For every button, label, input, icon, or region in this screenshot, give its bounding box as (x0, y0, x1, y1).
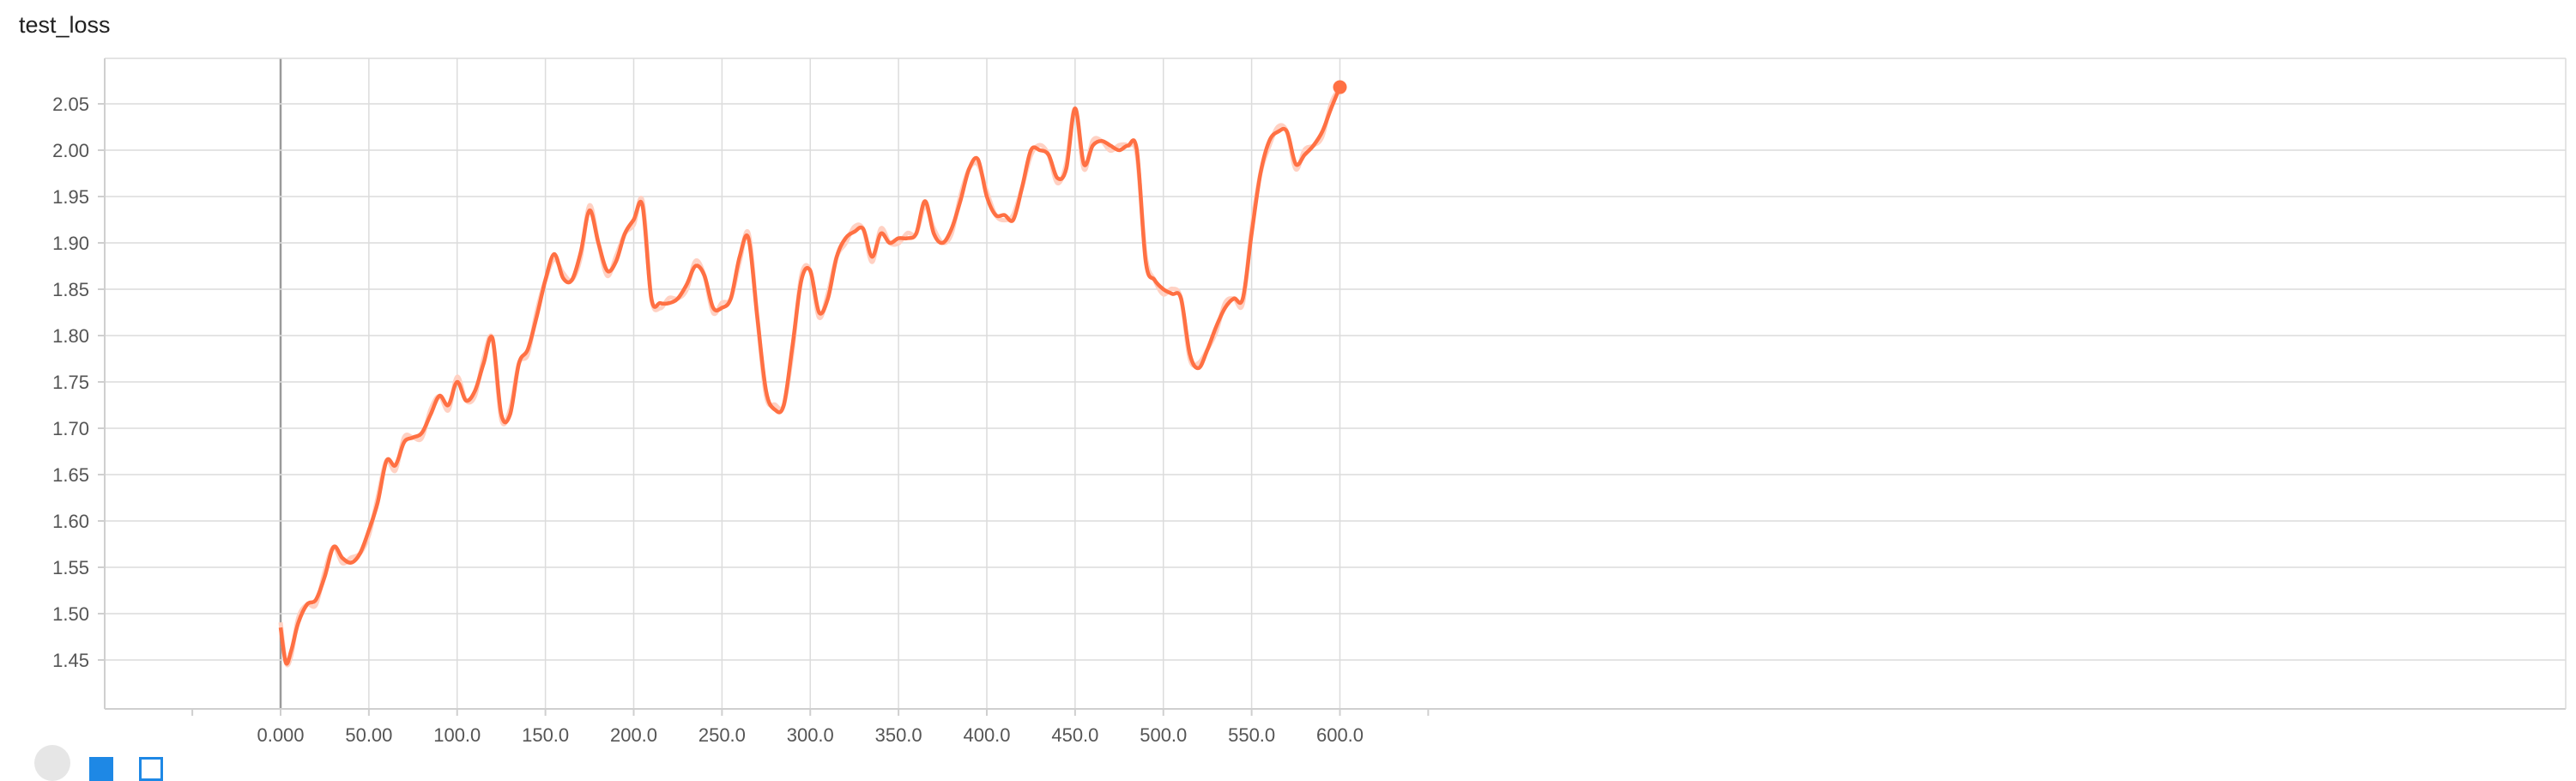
grid (105, 58, 2566, 709)
y-tick-label: 1.70 (52, 418, 89, 439)
x-tick-label: 0.000 (257, 724, 304, 746)
expand-icon[interactable] (34, 745, 70, 781)
x-tick-label: 200.0 (610, 724, 657, 746)
y-tick-label: 1.55 (52, 557, 89, 578)
y-tick-label: 1.95 (52, 186, 89, 208)
y-tick-label: 1.85 (52, 279, 89, 300)
x-tick-label: 500.0 (1140, 724, 1187, 746)
y-tick-label: 1.60 (52, 511, 89, 532)
x-tick-label: 600.0 (1316, 724, 1364, 746)
y-tick-label: 1.75 (52, 372, 89, 393)
y-tick-labels: 1.45 1.50 1.55 1.60 1.65 1.70 1.75 1.80 1.85 1.90… (52, 94, 89, 671)
x-tick-label: 300.0 (787, 724, 834, 746)
x-tick-labels: 0.000 50.00 100.0 150.0 200.0 250.0 300.0 350.0… (257, 724, 1364, 746)
x-tick-label: 350.0 (875, 724, 922, 746)
fit-domain-icon[interactable] (139, 757, 163, 781)
axes (98, 58, 2567, 716)
smoothed-series-line[interactable] (278, 86, 1342, 666)
y-tick-label: 1.50 (52, 603, 89, 625)
y-tick-label: 2.05 (52, 94, 89, 115)
y-tick-label: 1.90 (52, 233, 89, 254)
x-tick-label: 250.0 (698, 724, 746, 746)
x-tick-label: 550.0 (1228, 724, 1275, 746)
y-tick-label: 1.65 (52, 464, 89, 486)
data-selection-icon[interactable] (89, 757, 113, 781)
y-tick-label: 2.00 (52, 140, 89, 161)
x-tick-label: 50.00 (345, 724, 392, 746)
chart-title: test_loss (19, 12, 111, 38)
x-tick-label: 400.0 (963, 724, 1010, 746)
x-tick-label: 100.0 (433, 724, 481, 746)
line-chart[interactable]: 0.000 50.00 100.0 150.0 200.0 250.0 300.0 350.0… (0, 0, 2576, 762)
x-tick-label: 450.0 (1051, 724, 1098, 746)
x-tick-label: 150.0 (522, 724, 569, 746)
last-point-marker[interactable] (1333, 80, 1347, 94)
y-tick-label: 1.80 (52, 325, 89, 347)
y-tick-label: 1.45 (52, 650, 89, 671)
